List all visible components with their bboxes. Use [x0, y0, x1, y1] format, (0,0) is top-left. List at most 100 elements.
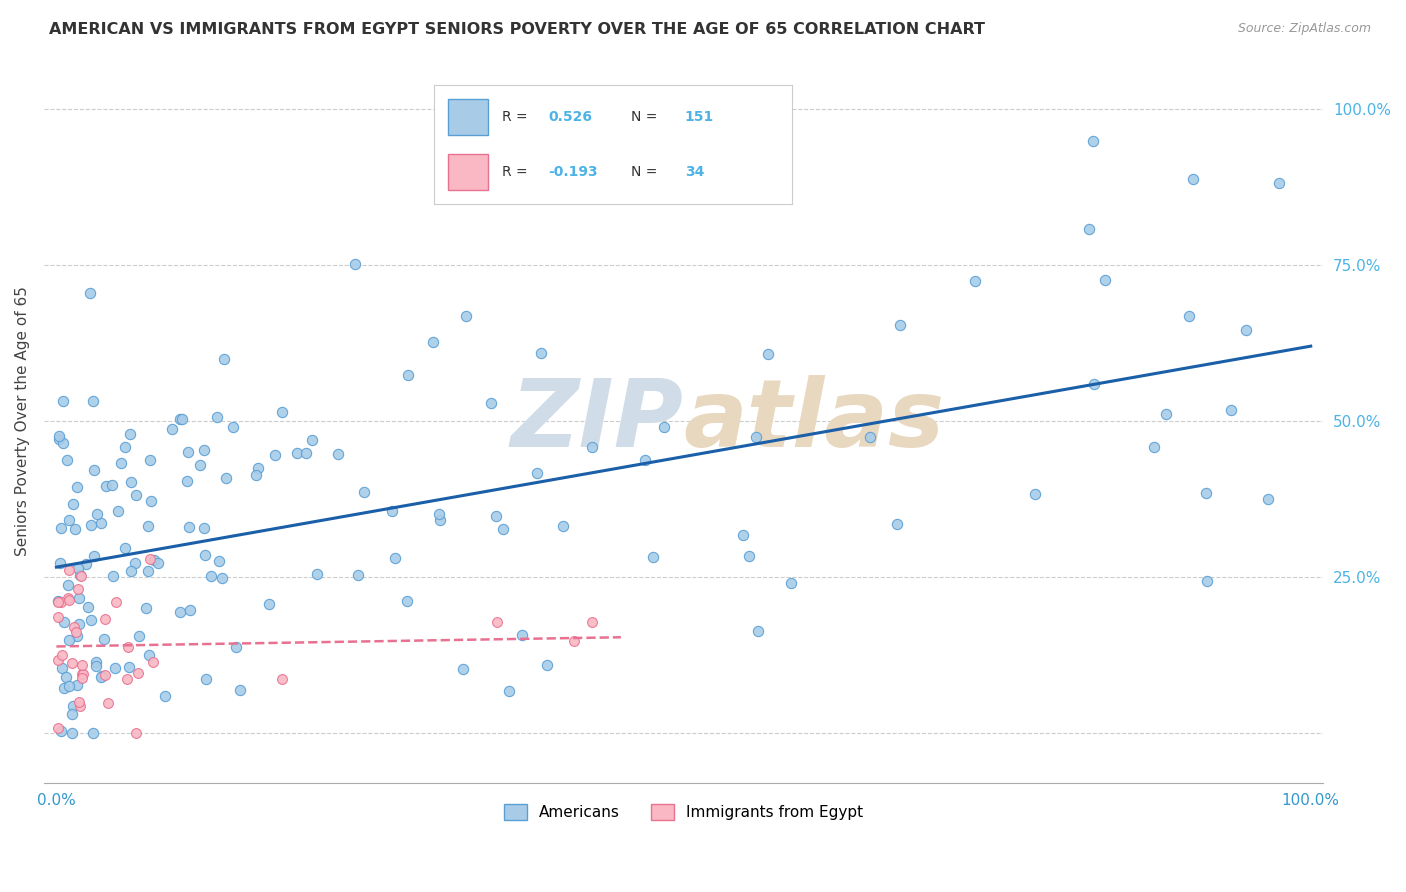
Point — [169, 605, 191, 619]
Point — [193, 521, 215, 535]
Point — [58, 563, 80, 577]
Point — [212, 351, 235, 366]
Point — [207, 410, 229, 425]
Point — [82, 725, 104, 739]
Point — [641, 549, 664, 564]
Point — [634, 452, 657, 467]
Point — [1182, 172, 1205, 186]
Point — [1024, 487, 1046, 501]
Point — [53, 681, 76, 695]
Point — [530, 346, 553, 360]
Point — [60, 706, 83, 721]
Point — [886, 516, 908, 531]
Point — [82, 394, 104, 409]
Point — [55, 453, 77, 467]
Point — [46, 653, 69, 667]
Point — [49, 724, 72, 739]
Point — [195, 672, 218, 686]
Point — [169, 411, 191, 425]
Point — [49, 594, 72, 608]
Point — [58, 680, 80, 694]
Point — [1094, 273, 1116, 287]
Point — [285, 446, 308, 460]
Legend: Americans, Immigrants from Egypt: Americans, Immigrants from Egypt — [498, 797, 869, 826]
Point — [120, 475, 142, 489]
Point — [138, 648, 160, 662]
Point — [62, 698, 84, 713]
Point — [114, 440, 136, 454]
Point — [139, 453, 162, 467]
Point — [104, 595, 127, 609]
Point — [93, 632, 115, 647]
Point — [90, 516, 112, 530]
Point — [229, 682, 252, 697]
Point — [498, 684, 520, 698]
Point — [58, 632, 80, 647]
Point — [1220, 403, 1243, 417]
Point — [965, 274, 987, 288]
Point — [738, 549, 761, 563]
Point — [581, 440, 603, 454]
Point — [155, 689, 177, 703]
Point — [177, 520, 200, 534]
Point — [63, 620, 86, 634]
Point — [48, 429, 70, 443]
Point — [1257, 492, 1279, 507]
Point — [264, 448, 287, 462]
Point — [46, 609, 69, 624]
Point — [562, 634, 585, 648]
Point — [756, 347, 779, 361]
Point — [51, 521, 73, 535]
Point — [581, 615, 603, 629]
Point — [48, 432, 70, 446]
Point — [396, 368, 419, 382]
Point — [125, 488, 148, 502]
Point — [124, 556, 146, 570]
Point — [80, 517, 103, 532]
Point — [67, 561, 90, 575]
Point — [117, 640, 139, 654]
Point — [136, 518, 159, 533]
Point — [67, 695, 90, 709]
Point — [1154, 407, 1177, 421]
Point — [107, 504, 129, 518]
Point — [485, 508, 508, 523]
Point — [80, 613, 103, 627]
Point — [492, 522, 515, 536]
Point — [60, 656, 83, 670]
Point — [381, 504, 404, 518]
Point — [46, 721, 69, 735]
Point — [69, 699, 91, 714]
Point — [536, 658, 558, 673]
Point — [779, 576, 801, 591]
Point — [55, 671, 77, 685]
Point — [76, 557, 98, 571]
Point — [65, 629, 87, 643]
Point — [115, 673, 138, 687]
Point — [1268, 177, 1291, 191]
Point — [83, 463, 105, 477]
Point — [1195, 485, 1218, 500]
Point — [160, 422, 183, 436]
Point — [67, 591, 90, 605]
Point — [733, 528, 755, 542]
Point — [135, 601, 157, 615]
Point — [58, 592, 80, 607]
Point — [94, 479, 117, 493]
Point — [225, 640, 247, 654]
Point — [94, 668, 117, 682]
Point — [353, 485, 375, 500]
Point — [347, 568, 370, 582]
Point — [271, 673, 294, 687]
Point — [58, 513, 80, 527]
Point — [52, 435, 75, 450]
Point — [479, 396, 502, 410]
Point — [104, 661, 127, 675]
Point — [63, 522, 86, 536]
Point — [384, 551, 406, 566]
Point — [395, 594, 418, 608]
Point — [176, 444, 198, 458]
Point — [745, 430, 768, 444]
Point — [889, 318, 911, 332]
Point — [1234, 323, 1257, 337]
